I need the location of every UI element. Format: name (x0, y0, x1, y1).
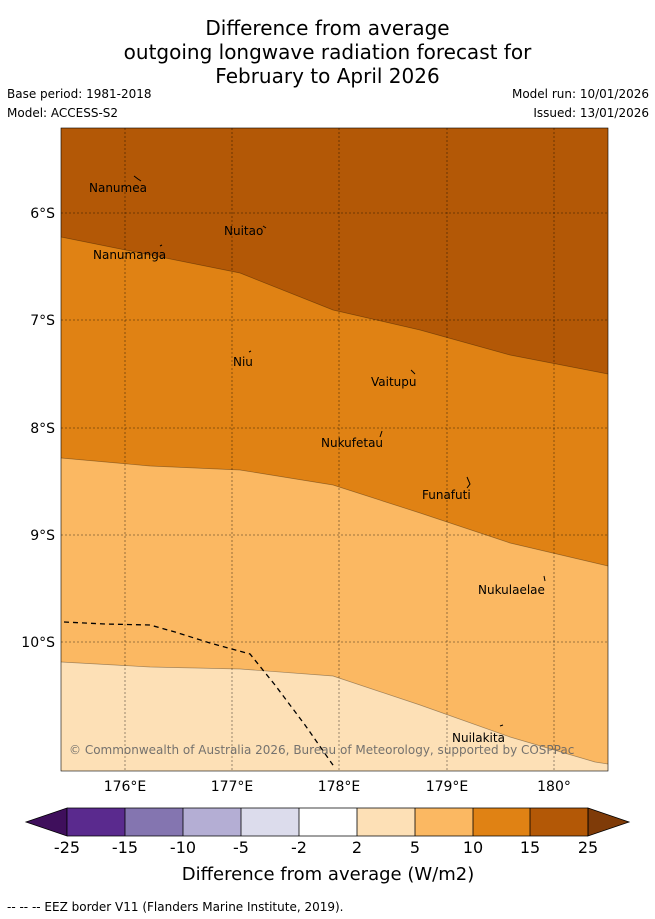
longitude-labels: 176°E 177°E 178°E 179°E 180° (104, 779, 571, 795)
tick-5: 5 (410, 838, 420, 857)
colorbar-segment-5 (299, 808, 357, 836)
tick-minus-10: -10 (170, 838, 196, 857)
lon-label-178e: 178°E (318, 779, 361, 795)
map-frame (60, 127, 609, 772)
island-nukufetau (379, 430, 383, 438)
colorbar-ticks: -25 -15 -10 -5 -2 2 5 10 15 25 (54, 838, 598, 857)
colorbar-dividers (66, 807, 589, 837)
base-period: Base period: 1981-2018 (7, 87, 152, 101)
lon-label-179e: 179°E (426, 779, 469, 795)
tick-minus-5: -5 (233, 838, 249, 857)
latitude-labels: 6°S 7°S 8°S 9°S 10°S (21, 206, 55, 651)
label-nanumea: Nanumea (89, 181, 147, 195)
island-shapes (133, 175, 546, 727)
label-nanumanga: Nanumanga (93, 248, 166, 262)
colorbar-segment-2 (125, 808, 183, 836)
lat-label-6s: 6°S (30, 206, 55, 222)
island-nanumea (133, 175, 142, 182)
title-line-1: Difference from average (205, 16, 450, 40)
colorbar-segment-3 (183, 808, 241, 836)
colorbar-extend-low (24, 807, 68, 837)
island-vaitupu (410, 369, 416, 375)
lat-label-8s: 8°S (30, 421, 55, 437)
band-2-5 (61, 662, 608, 771)
map-fill-layer: Nanumea Nuitao Nanumanga Niu Vaitupu Nuk… (61, 128, 608, 771)
island-niu (248, 350, 252, 353)
forecast-map: Nanumea Nuitao Nanumanga Niu Vaitupu Nuk… (21, 127, 631, 885)
label-vaitupu: Vaitupu (371, 375, 417, 389)
tick-minus-15: -15 (112, 838, 138, 857)
title-line-3: February to April 2026 (215, 64, 440, 88)
colorbar-title: Difference from average (W/m2) (182, 864, 474, 885)
tick-minus-2: -2 (291, 838, 307, 857)
lat-label-7s: 7°S (30, 313, 55, 329)
island-nuilakita (499, 724, 504, 727)
title-line-2: outgoing longwave radiation forecast for (123, 40, 532, 64)
tick-10: 10 (463, 838, 483, 857)
island-nuitao (262, 225, 267, 229)
tick-25: 25 (578, 838, 598, 857)
island-nanumanga (159, 244, 163, 247)
colorbar-segment-9 (530, 808, 588, 836)
lon-label-177e: 177°E (211, 779, 254, 795)
label-nuilakita: Nuilakita (452, 731, 505, 745)
label-funafuti: Funafuti (422, 488, 471, 502)
place-labels: Nanumea Nuitao Nanumanga Niu Vaitupu Nuk… (89, 181, 545, 745)
colorbar: -25 -15 -10 -5 -2 2 5 10 15 25 Differenc… (24, 807, 631, 885)
colorbar-segment-4 (241, 808, 299, 836)
lon-label-176e: 176°E (104, 779, 147, 795)
island-nukulaelae (543, 575, 546, 582)
colorbar-segment-1 (67, 808, 125, 836)
model-name: Model: ACCESS-S2 (7, 106, 119, 120)
graticule (61, 128, 608, 771)
label-niu: Niu (233, 355, 253, 369)
label-nukufetau: Nukufetau (321, 436, 383, 450)
lon-label-180: 180° (537, 779, 571, 795)
colorbar-extend-high (587, 807, 631, 837)
eez-footnote: -- -- -- EEZ border V11 (Flanders Marine… (7, 900, 344, 914)
tick-15: 15 (520, 838, 540, 857)
tick-2: 2 (352, 838, 362, 857)
model-run: Model run: 10/01/2026 (511, 87, 649, 101)
contour-lines (61, 236, 608, 765)
label-nuitao: Nuitao (224, 224, 263, 238)
lat-label-9s: 9°S (30, 528, 55, 544)
issued-date: Issued: 13/01/2026 (533, 106, 649, 120)
lat-label-10s: 10°S (21, 635, 55, 651)
colorbar-segment-6 (357, 808, 415, 836)
island-funafuti (466, 476, 471, 489)
tick-minus-25: -25 (54, 838, 80, 857)
copyright-notice: © Commonwealth of Australia 2026, Bureau… (69, 743, 574, 757)
colorbar-segment-8 (473, 808, 530, 836)
eez-border (63, 621, 336, 769)
colorbar-segment-7 (415, 808, 473, 836)
label-nukulaelae: Nukulaelae (478, 583, 545, 597)
